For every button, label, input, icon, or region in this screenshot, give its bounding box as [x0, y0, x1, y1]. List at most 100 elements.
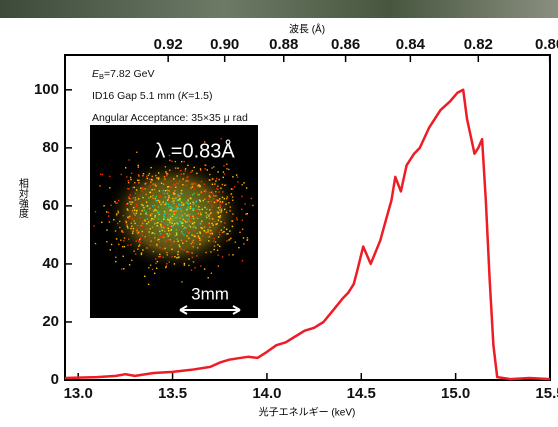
- speckle: [229, 210, 231, 212]
- speckle: [135, 253, 137, 255]
- speckle: [232, 220, 234, 222]
- x2-tick-label: 0.86: [331, 36, 360, 53]
- speckle: [114, 230, 117, 232]
- speckle: [215, 223, 218, 225]
- speckle: [136, 210, 138, 212]
- speckle: [163, 192, 166, 195]
- speckle: [222, 171, 225, 173]
- speckle: [134, 192, 137, 195]
- speckle: [161, 235, 164, 237]
- speckle: [177, 253, 179, 256]
- speckle: [160, 227, 163, 229]
- speckle: [155, 174, 157, 177]
- speckle: [245, 187, 248, 189]
- speckle: [197, 212, 200, 215]
- speckle: [157, 201, 159, 203]
- speckle: [186, 221, 189, 223]
- speckle: [190, 151, 193, 154]
- speckle: [132, 227, 135, 230]
- speckle: [151, 189, 153, 191]
- speckle: [128, 238, 130, 240]
- speckle: [239, 231, 241, 233]
- speckle: [246, 239, 248, 241]
- speckle: [126, 208, 128, 210]
- speckle: [187, 206, 189, 208]
- speckle: [136, 228, 138, 230]
- speckle: [167, 218, 169, 221]
- speckle: [150, 166, 152, 169]
- speckle: [201, 220, 203, 222]
- speckle: [190, 215, 192, 218]
- speckle: [135, 212, 137, 214]
- speckle: [165, 230, 167, 232]
- speckle: [165, 171, 167, 173]
- speckle: [179, 198, 181, 200]
- speckle: [144, 275, 146, 277]
- speckle: [173, 263, 176, 265]
- speckle: [136, 199, 138, 201]
- speckle: [175, 197, 178, 199]
- speckle: [193, 242, 195, 245]
- speckle: [161, 229, 163, 232]
- speckle: [194, 235, 196, 238]
- speckle: [134, 214, 136, 216]
- speckle: [191, 186, 194, 188]
- speckle: [146, 177, 148, 180]
- speckle: [228, 202, 230, 204]
- speckle: [170, 209, 173, 212]
- speckle: [135, 240, 137, 242]
- speckle: [126, 203, 128, 205]
- speckle: [177, 240, 179, 242]
- speckle: [158, 201, 161, 203]
- speckle: [151, 179, 153, 181]
- speckle: [144, 220, 146, 222]
- speckle: [130, 178, 132, 181]
- speckle: [165, 266, 167, 269]
- speckle: [243, 243, 245, 245]
- speckle: [219, 200, 221, 203]
- x2-tick-label: 0.80: [535, 36, 558, 53]
- speckle: [145, 219, 147, 221]
- speckle: [145, 201, 148, 203]
- speckle: [137, 248, 139, 250]
- speckle: [176, 222, 178, 224]
- speckle: [212, 193, 214, 195]
- speckle: [117, 210, 119, 212]
- speckle: [205, 215, 207, 217]
- speckle: [210, 229, 212, 232]
- annotation: ID16 Gap 5.1 mm (K=1.5): [92, 90, 213, 102]
- speckle: [199, 232, 201, 234]
- speckle: [207, 277, 209, 279]
- speckle: [131, 259, 133, 261]
- speckle: [130, 201, 133, 203]
- speckle: [209, 213, 211, 216]
- speckle: [145, 205, 148, 207]
- speckle: [127, 180, 129, 182]
- x-tick-label: 15.0: [441, 385, 470, 402]
- speckle: [217, 254, 219, 256]
- speckle: [157, 199, 159, 202]
- speckle: [197, 247, 199, 249]
- speckle: [205, 212, 207, 214]
- speckle: [156, 260, 159, 263]
- speckle: [213, 201, 216, 203]
- speckle: [191, 226, 193, 228]
- speckle: [205, 231, 207, 234]
- speckle: [175, 197, 177, 199]
- speckle: [167, 227, 169, 230]
- speckle: [169, 206, 171, 208]
- speckle: [116, 213, 118, 215]
- speckle: [131, 232, 134, 235]
- speckle: [160, 223, 162, 226]
- speckle: [207, 201, 209, 203]
- speckle: [232, 199, 234, 201]
- speckle: [150, 219, 152, 222]
- speckle: [221, 196, 224, 199]
- speckle: [130, 222, 132, 224]
- speckle: [148, 224, 150, 226]
- speckle: [210, 212, 212, 214]
- speckle: [183, 228, 185, 230]
- speckle: [154, 216, 156, 218]
- speckle: [157, 239, 159, 241]
- speckle: [181, 214, 184, 217]
